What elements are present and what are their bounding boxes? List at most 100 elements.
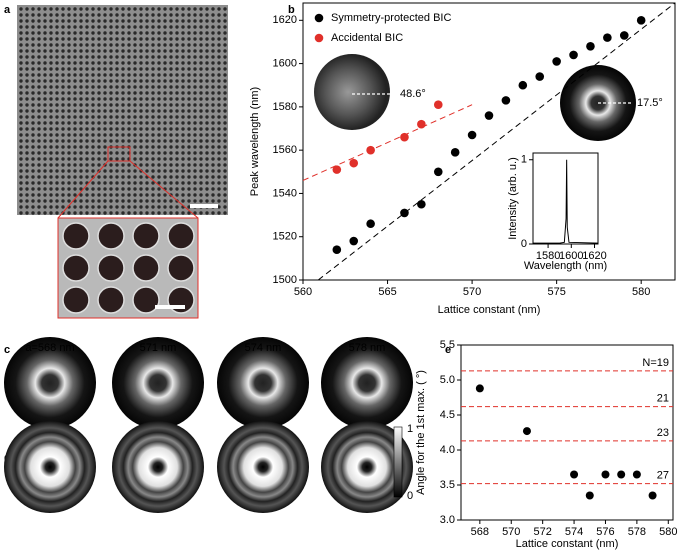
- axes-frame: [532, 152, 599, 245]
- data-point: [433, 167, 443, 177]
- y-tick-label: 1580: [273, 101, 297, 113]
- data-point: [648, 491, 657, 500]
- x-tick-label: 574: [565, 526, 583, 538]
- data-point: [518, 80, 528, 90]
- hole: [62, 222, 90, 250]
- data-point: [570, 470, 579, 479]
- x-tick-label: 1580: [536, 250, 560, 262]
- y-tick-label: 1540: [273, 187, 297, 199]
- hole: [62, 286, 90, 314]
- y-axis-label: Peak wavelength (nm): [249, 87, 261, 196]
- hole: [132, 254, 160, 282]
- y-tick-label: 1560: [273, 144, 297, 156]
- y-tick-label: 5.5: [440, 339, 455, 351]
- data-point: [603, 33, 612, 42]
- data-point: [617, 470, 626, 479]
- image-label: a=568 nm: [25, 342, 74, 354]
- panel-letter: c: [4, 344, 10, 356]
- image-label: 578 nm: [349, 342, 386, 354]
- y-tick-label: 1500: [273, 274, 297, 286]
- zoom-line: [129, 160, 199, 219]
- y-tick-label: 0: [521, 238, 527, 250]
- zoom-box: [107, 146, 131, 162]
- reference-label: 21: [657, 393, 669, 405]
- data-point: [522, 427, 531, 436]
- scale-bar: [155, 305, 185, 309]
- data-point: [332, 245, 342, 255]
- hole: [97, 222, 125, 250]
- x-tick-label: 570: [463, 286, 481, 298]
- data-point: [632, 470, 641, 479]
- simulated-image: [4, 421, 96, 513]
- data-point: [366, 219, 375, 229]
- data-point: [417, 119, 426, 129]
- x-tick-label: 578: [628, 526, 646, 538]
- y-tick-label: 1600: [273, 58, 297, 70]
- y-tick-label: 4.5: [440, 409, 455, 421]
- hole: [62, 254, 90, 282]
- x-tick-label: 570: [502, 526, 520, 538]
- mode-image: [112, 337, 204, 429]
- colorbar-label: 1: [407, 423, 413, 435]
- image-label: 574 nm: [245, 342, 282, 354]
- hole: [132, 222, 160, 250]
- reference-label: 27: [657, 470, 669, 482]
- data-point: [569, 50, 578, 60]
- data-point: [400, 208, 409, 218]
- colorbar-label: 0: [407, 490, 413, 502]
- data-point: [601, 470, 610, 479]
- spectrum-line: [533, 159, 599, 244]
- trend-line: [302, 104, 473, 181]
- mode-image: [4, 337, 96, 429]
- sem-image: [17, 5, 228, 215]
- hole: [97, 286, 125, 314]
- hole: [167, 222, 195, 250]
- x-tick-label: 580: [632, 286, 650, 298]
- x-tick-label: 572: [533, 526, 551, 538]
- data-point: [366, 145, 375, 155]
- y-tick-label: 3.5: [440, 479, 455, 491]
- data-point: [400, 132, 409, 142]
- axes-frame: [460, 344, 674, 521]
- data-point: [619, 31, 629, 40]
- x-tick-label: 1600: [559, 250, 583, 262]
- simulated-image: [112, 421, 204, 513]
- data-point: [467, 130, 477, 140]
- image-label: 571 nm: [140, 342, 177, 354]
- x-tick-label: 568: [471, 526, 489, 538]
- data-point: [636, 16, 646, 25]
- data-point: [484, 111, 494, 120]
- legend-label: Accidental BIC: [331, 32, 403, 44]
- mode-image: [217, 337, 309, 429]
- panel-letter: b: [288, 4, 295, 16]
- y-tick-label: 4.0: [440, 444, 455, 456]
- x-tick-label: 575: [547, 286, 565, 298]
- data-point: [417, 199, 426, 209]
- x-tick-label: 1620: [582, 250, 606, 262]
- x-tick-label: 580: [659, 526, 677, 538]
- panel-letter: a: [4, 4, 11, 16]
- colorbar: [393, 426, 403, 498]
- data-point: [349, 158, 359, 168]
- hole: [167, 254, 195, 282]
- axes-frame: [302, 2, 676, 281]
- data-point: [585, 491, 594, 500]
- data-point: [450, 148, 460, 157]
- hole: [167, 286, 195, 314]
- legend-marker: [314, 13, 324, 23]
- y-tick-label: 1520: [273, 231, 297, 243]
- data-point: [552, 57, 561, 66]
- hole: [132, 286, 160, 314]
- far-field-image: [314, 54, 390, 130]
- data-point: [332, 165, 342, 174]
- data-point: [586, 41, 595, 51]
- y-tick-label: 5.0: [440, 374, 455, 386]
- x-axis-label: Lattice constant (nm): [438, 304, 541, 316]
- legend-marker: [314, 33, 324, 43]
- data-point: [501, 96, 511, 105]
- y-axis-label: Angle for the 1st max. ( °): [415, 370, 427, 495]
- x-axis-label: Lattice constant (nm): [516, 538, 619, 550]
- annotation: 48.6°: [400, 88, 426, 100]
- data-point: [535, 72, 545, 81]
